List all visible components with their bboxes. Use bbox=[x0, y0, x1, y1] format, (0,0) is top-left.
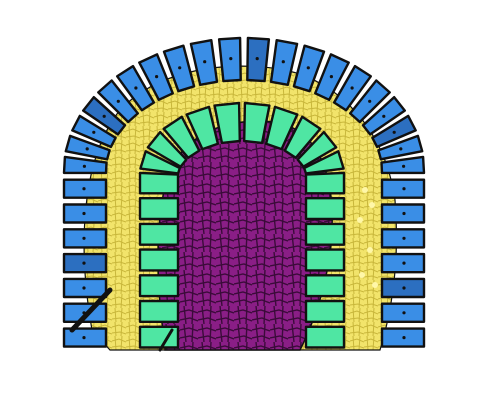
blue-nucleus bbox=[203, 60, 207, 64]
green-cell bbox=[146, 130, 188, 168]
blue-nucleus bbox=[329, 75, 333, 79]
blue-nucleus bbox=[402, 164, 406, 168]
blue-nucleus bbox=[85, 147, 89, 151]
blue-nucleus bbox=[306, 66, 310, 70]
blue-nucleus bbox=[402, 261, 406, 265]
blue-nucleus bbox=[368, 99, 372, 103]
green-cell bbox=[243, 101, 271, 145]
blue-nucleus bbox=[281, 60, 285, 64]
green-cell bbox=[304, 171, 346, 195]
green-cell bbox=[185, 105, 220, 151]
blue-nucleus bbox=[402, 211, 406, 216]
green-cell bbox=[162, 115, 201, 159]
blue-nucleus bbox=[402, 286, 406, 290]
green-cell-layer bbox=[138, 101, 346, 349]
blue-nucleus bbox=[155, 75, 159, 79]
blue-cell bbox=[380, 155, 426, 175]
blue-nucleus bbox=[402, 336, 406, 340]
green-cell bbox=[138, 325, 180, 349]
green-cell bbox=[264, 105, 299, 151]
blue-nucleus bbox=[82, 211, 86, 216]
blue-nucleus bbox=[350, 86, 354, 90]
green-cell bbox=[138, 299, 180, 324]
green-cell bbox=[296, 130, 338, 168]
ink-marks bbox=[69, 287, 174, 352]
green-cell bbox=[304, 248, 346, 272]
blue-nucleus bbox=[392, 130, 396, 134]
blue-nucleus bbox=[92, 130, 96, 134]
green-cell bbox=[304, 274, 346, 298]
blue-nucleus bbox=[399, 147, 403, 151]
blue-nucleus bbox=[402, 311, 406, 315]
outer-epithelium-layer bbox=[62, 36, 426, 348]
yellow-dots bbox=[357, 187, 378, 288]
blue-nucleus bbox=[82, 286, 86, 290]
blue-nucleus bbox=[82, 261, 86, 265]
blue-nucleus bbox=[229, 57, 233, 61]
green-cell bbox=[283, 115, 322, 159]
blue-nucleus bbox=[402, 187, 406, 191]
blue-nucleus bbox=[255, 57, 259, 61]
blue-nucleus bbox=[116, 99, 120, 103]
blue-nucleus bbox=[82, 336, 86, 340]
green-cell bbox=[138, 274, 180, 298]
green-cell bbox=[138, 196, 180, 221]
green-cell bbox=[213, 101, 241, 145]
green-cell bbox=[304, 299, 346, 324]
blue-nucleus bbox=[102, 114, 106, 118]
green-cell bbox=[138, 171, 180, 195]
green-cell bbox=[304, 222, 346, 246]
blue-nucleus bbox=[178, 66, 182, 70]
green-cell bbox=[138, 222, 180, 246]
blue-nucleus bbox=[402, 236, 406, 240]
green-cell bbox=[138, 248, 180, 272]
blue-cell bbox=[62, 155, 108, 175]
green-cell bbox=[139, 150, 181, 175]
blue-nucleus bbox=[382, 114, 386, 118]
blue-nucleus bbox=[82, 164, 86, 168]
green-cell bbox=[303, 150, 345, 175]
blue-nucleus bbox=[82, 187, 86, 191]
green-cell bbox=[304, 196, 346, 221]
blue-nucleus bbox=[134, 86, 138, 90]
green-cell bbox=[304, 325, 346, 349]
blue-nucleus bbox=[82, 236, 86, 240]
